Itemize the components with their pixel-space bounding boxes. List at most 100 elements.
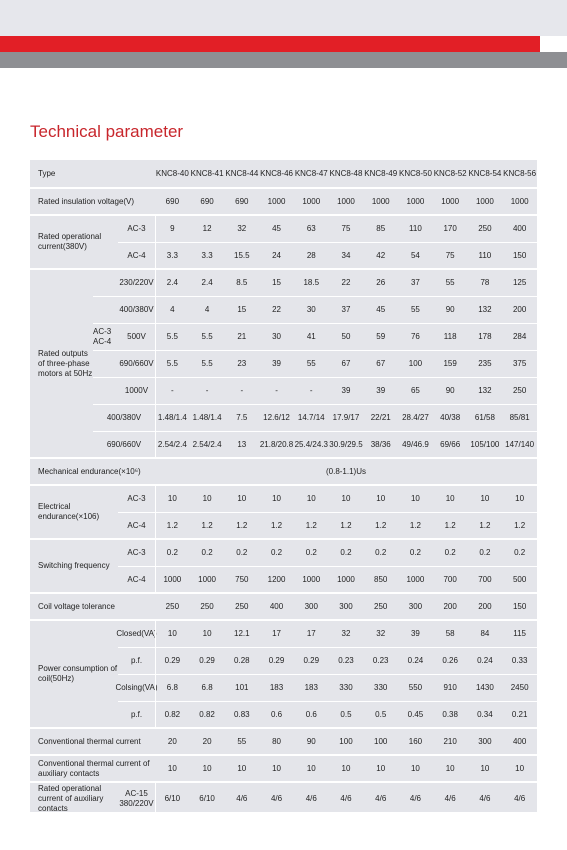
cell: 147/140 (505, 439, 535, 449)
column-header: KNC8-40 (155, 169, 189, 178)
cell: 375 (512, 358, 527, 368)
cell: 118 (443, 331, 457, 341)
cell: 17 (306, 628, 316, 638)
top-band (0, 0, 567, 36)
cell: 10 (445, 493, 455, 503)
group-label: Rated insulation voltage(V) (38, 196, 135, 206)
cell: 4/6 (270, 794, 283, 803)
cell: 10 (202, 628, 212, 638)
cell: 45 (272, 223, 281, 233)
cell: 110 (478, 250, 492, 260)
cell: 330 (374, 682, 388, 692)
row-separator (93, 323, 537, 324)
cell: 1000 (198, 574, 216, 584)
column-header: KNC8-56 (503, 169, 537, 178)
row-sublabel: p.f. (130, 655, 143, 665)
cell: 1200 (267, 574, 286, 584)
cell: 90 (445, 304, 455, 314)
column-separator (155, 269, 156, 458)
cell: 690 (235, 196, 249, 206)
group-separator (30, 538, 537, 540)
cell: 101 (235, 682, 249, 692)
cell: 250 (200, 601, 214, 611)
cell: 12 (202, 223, 212, 233)
cell: 61/58 (474, 412, 495, 422)
cell: 55 (445, 277, 455, 287)
cell: 0.5 (375, 709, 387, 719)
cell: 1.2 (270, 520, 283, 530)
group-separator (30, 727, 537, 729)
cell: 0.45 (407, 709, 424, 719)
cell: 132 (478, 304, 492, 314)
cell: 39 (272, 358, 281, 368)
cell: 4/6 (305, 794, 317, 803)
row-separator (93, 404, 537, 405)
header-label: Type (38, 169, 56, 178)
row-sublabel: 690/660V (106, 439, 142, 449)
cell: 105/100 (470, 439, 500, 449)
row-sublabel: Colsing(VA) (115, 682, 158, 692)
cell: 330 (339, 682, 353, 692)
cell: 400 (512, 223, 527, 233)
red-band (0, 36, 540, 52)
cell: 1.2 (375, 520, 387, 530)
cell: 4/6 (340, 794, 352, 803)
cell: 8.5 (236, 277, 248, 287)
cell: 1.2 (166, 520, 178, 530)
cell: 170 (443, 223, 457, 233)
column-separator (155, 215, 156, 269)
group-label: Rated outputs of three-phase motors at 5… (38, 348, 93, 378)
cell: 235 (478, 358, 492, 368)
cell: 2.4 (201, 277, 213, 287)
cell: 0.2 (201, 547, 213, 557)
cell: 2.54/2.4 (157, 439, 187, 449)
cell: 250 (478, 223, 492, 233)
cell: 10 (410, 493, 420, 503)
cell: 0.2 (375, 547, 387, 557)
cell: 10 (306, 493, 316, 503)
cell: 18.5 (303, 277, 320, 287)
group-label: Rated operational current(380V) (38, 232, 102, 251)
cell: 0.82 (199, 709, 215, 719)
cell: 0.29 (164, 655, 181, 665)
cell: 39 (376, 385, 386, 395)
group-separator (30, 484, 537, 486)
group-label: Switching frequency (38, 561, 110, 570)
cell: 65 (410, 385, 420, 395)
cell: 34 (341, 250, 351, 260)
cell: 0.5 (340, 709, 352, 719)
column-header: KNC8-54 (468, 169, 502, 178)
cell: 750 (235, 574, 249, 584)
row-sublabel: AC-15 380/220V (119, 789, 154, 808)
cell: 4/6 (375, 794, 387, 803)
cell: 20 (167, 736, 177, 746)
column-separator (155, 620, 156, 728)
cell: 0.29 (303, 655, 320, 665)
cell: 10 (237, 763, 247, 773)
cell: 5.5 (166, 331, 178, 341)
cell: 1000 (337, 574, 355, 584)
cell: 2.4 (166, 277, 178, 287)
cell: 63 (306, 223, 316, 233)
cell: 2450 (510, 682, 529, 692)
cell: 32 (237, 223, 247, 233)
cell: 0.24 (407, 655, 424, 665)
cell: 1000 (441, 196, 460, 206)
cell: 38/36 (370, 439, 391, 449)
cell: 22 (341, 277, 351, 287)
group-separator (30, 214, 537, 216)
cell: 1.48/1.4 (157, 412, 187, 422)
row-sublabel: AC-3 (127, 223, 146, 233)
column-header: KNC8-48 (329, 169, 363, 178)
column-header: KNC8-46 (260, 169, 293, 178)
cell: 10 (272, 493, 281, 503)
gray-band (0, 52, 567, 68)
cell: 5.5 (201, 331, 213, 341)
row-separator (118, 674, 537, 675)
cell: 55 (410, 304, 420, 314)
cell: 150 (512, 250, 527, 260)
group-label: Electrical endurance(×106) (38, 502, 100, 521)
cell: 22/21 (370, 412, 391, 422)
cell: 15 (272, 277, 281, 287)
cell: 700 (443, 574, 457, 584)
